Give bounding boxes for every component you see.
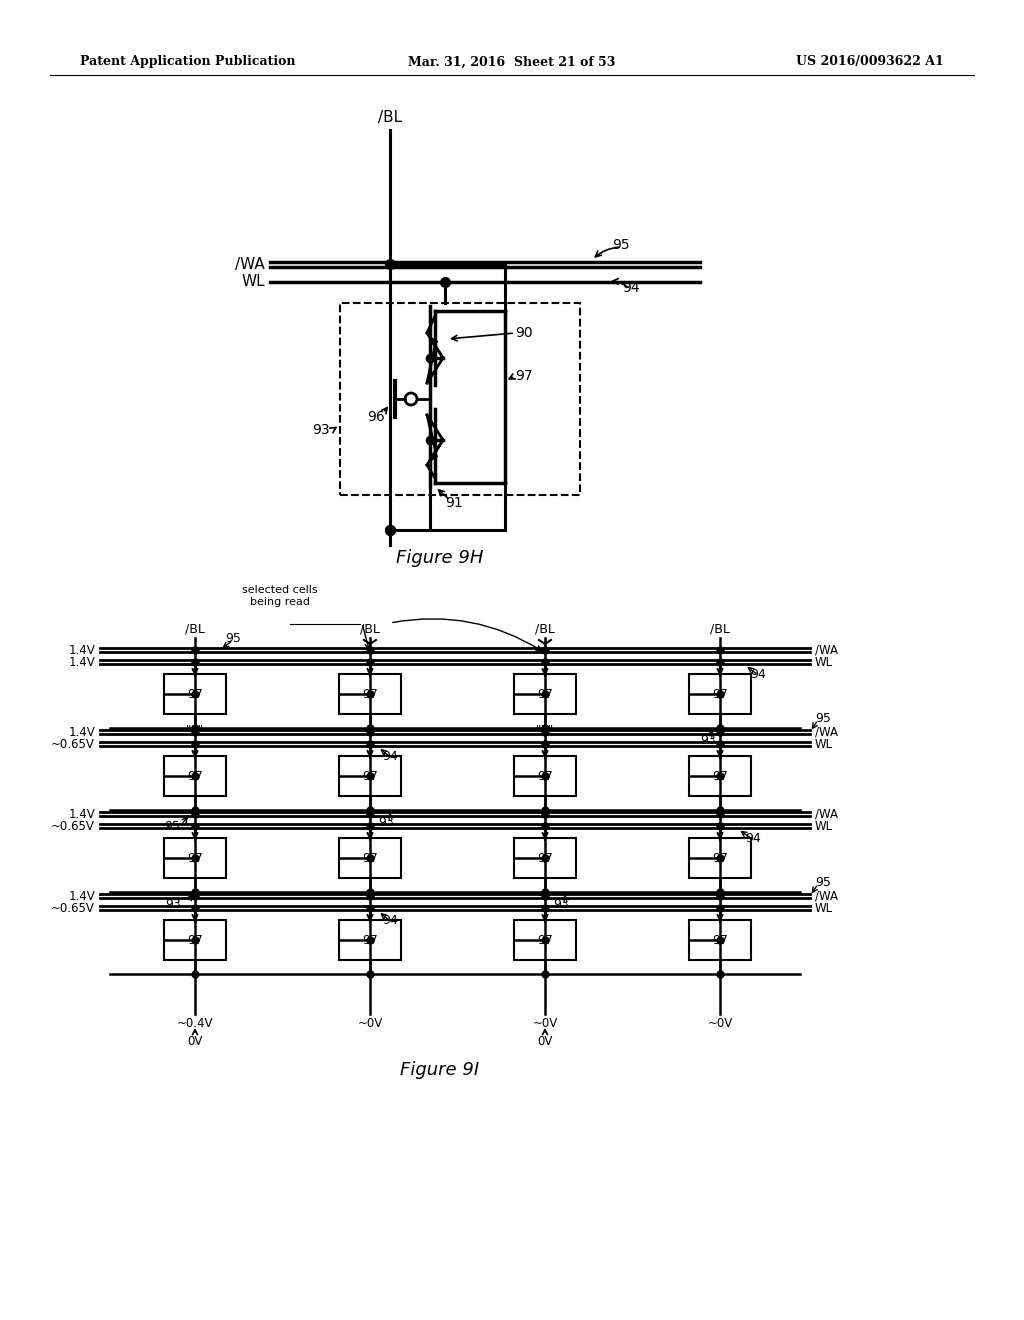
- Text: ~0V: ~0V: [532, 1016, 558, 1030]
- Text: /WA: /WA: [236, 256, 265, 272]
- Text: Figure 9I: Figure 9I: [400, 1061, 479, 1078]
- Text: 96: 96: [367, 411, 385, 424]
- Text: selected cells
being read: selected cells being read: [243, 585, 317, 607]
- Text: 97: 97: [187, 933, 203, 946]
- Text: ~0.65V: ~0.65V: [51, 902, 95, 915]
- Text: 94: 94: [750, 668, 766, 681]
- Text: 97: 97: [362, 688, 378, 701]
- Text: 94: 94: [745, 833, 761, 846]
- Text: 94: 94: [382, 915, 397, 928]
- Bar: [164, 756, 226, 796]
- Text: 97: 97: [187, 851, 203, 865]
- Text: WL: WL: [815, 902, 834, 915]
- Text: US 2016/0093622 A1: US 2016/0093622 A1: [797, 55, 944, 69]
- Text: WL: WL: [815, 738, 834, 751]
- Bar: [514, 756, 575, 796]
- Text: 94: 94: [382, 751, 397, 763]
- Bar: [339, 838, 401, 878]
- Bar: [339, 920, 401, 960]
- Text: Patent Application Publication: Patent Application Publication: [80, 55, 296, 69]
- Text: 97: 97: [712, 933, 728, 946]
- Text: 91: 91: [445, 496, 463, 510]
- Text: "1": "1": [536, 723, 554, 737]
- Text: 97: 97: [515, 370, 532, 383]
- Bar: [689, 756, 751, 796]
- Text: WL: WL: [815, 820, 834, 833]
- Bar: [340, 304, 580, 495]
- Bar: [339, 756, 401, 796]
- Text: WL: WL: [815, 656, 834, 668]
- Text: 95: 95: [815, 875, 830, 888]
- Text: 1.4V: 1.4V: [69, 890, 95, 903]
- Text: Mar. 31, 2016  Sheet 21 of 53: Mar. 31, 2016 Sheet 21 of 53: [409, 55, 615, 69]
- Text: "0": "0": [186, 723, 204, 737]
- Text: 97: 97: [537, 770, 553, 783]
- Text: ~0.4V: ~0.4V: [177, 1016, 213, 1030]
- Text: 0V: 0V: [538, 1035, 553, 1048]
- Text: 97: 97: [362, 770, 378, 783]
- Text: 97: 97: [712, 688, 728, 701]
- Text: ~0.65V: ~0.65V: [51, 738, 95, 751]
- Text: 1.4V: 1.4V: [69, 644, 95, 656]
- Text: /BL: /BL: [185, 623, 205, 636]
- Text: 94: 94: [622, 281, 640, 294]
- Text: /WA: /WA: [815, 808, 838, 821]
- Bar: [164, 675, 226, 714]
- Text: /WA: /WA: [815, 890, 838, 903]
- Text: 97: 97: [712, 851, 728, 865]
- Text: /BL: /BL: [378, 110, 402, 125]
- Text: /BL: /BL: [536, 623, 555, 636]
- Text: 97: 97: [362, 933, 378, 946]
- Text: 93: 93: [378, 816, 394, 829]
- Text: ~0V: ~0V: [357, 1016, 383, 1030]
- Text: /WA: /WA: [815, 644, 838, 656]
- Text: 95: 95: [612, 238, 630, 252]
- Text: 95: 95: [815, 711, 830, 725]
- Bar: [689, 838, 751, 878]
- Text: 93: 93: [700, 734, 716, 747]
- Text: ~0V: ~0V: [708, 1016, 732, 1030]
- Text: /BL: /BL: [360, 623, 380, 636]
- Text: 97: 97: [537, 933, 553, 946]
- Text: /BL: /BL: [710, 623, 730, 636]
- Text: 1.4V: 1.4V: [69, 726, 95, 738]
- Text: Figure 9H: Figure 9H: [396, 549, 483, 568]
- Text: 97: 97: [537, 688, 553, 701]
- Bar: [514, 838, 575, 878]
- Text: WL: WL: [242, 275, 265, 289]
- Bar: [689, 675, 751, 714]
- Bar: [514, 920, 575, 960]
- Text: ~0.65V: ~0.65V: [51, 820, 95, 833]
- Text: 0V: 0V: [187, 1035, 203, 1048]
- Text: 1.4V: 1.4V: [69, 656, 95, 668]
- Text: 97: 97: [537, 851, 553, 865]
- Text: 97: 97: [187, 688, 203, 701]
- Bar: [164, 920, 226, 960]
- Bar: [689, 920, 751, 960]
- Text: 90: 90: [515, 326, 532, 341]
- Text: 97: 97: [187, 770, 203, 783]
- Text: 97: 97: [712, 770, 728, 783]
- Bar: [164, 838, 226, 878]
- Text: 97: 97: [362, 851, 378, 865]
- Bar: [514, 675, 575, 714]
- Text: 95: 95: [225, 631, 241, 644]
- Bar: [339, 675, 401, 714]
- Text: 1.4V: 1.4V: [69, 808, 95, 821]
- Text: /WA: /WA: [815, 726, 838, 738]
- Text: 93: 93: [165, 898, 181, 911]
- Text: 95: 95: [164, 821, 180, 833]
- Text: 93: 93: [312, 422, 330, 437]
- Text: 93: 93: [553, 898, 568, 911]
